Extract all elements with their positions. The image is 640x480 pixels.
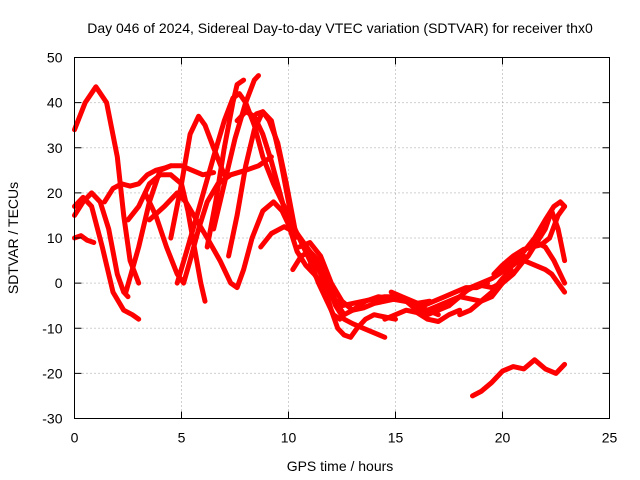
series-arc-11: [174, 91, 343, 322]
y-tick-label: 10: [47, 230, 63, 246]
y-tick-label: 40: [47, 95, 63, 111]
x-tick-label: 5: [178, 430, 186, 446]
series-arc-6: [123, 163, 217, 295]
x-tick-label: 25: [602, 430, 618, 446]
chart-title: Day 046 of 2024, Sidereal Day-to-day VTE…: [87, 20, 593, 36]
y-tick-label: 20: [47, 185, 63, 201]
y-tick-label: 30: [47, 140, 63, 156]
series-arc-22: [382, 307, 463, 324]
series-arc-33: [470, 357, 568, 399]
series-arc-17: [258, 224, 398, 340]
y-axis-label: SDTVAR / TECUs: [5, 182, 21, 294]
series-arc-10: [168, 113, 227, 241]
series-arc-30: [517, 240, 568, 286]
x-axis-label: GPS time / hours: [287, 458, 394, 474]
series-arc-4: [72, 233, 97, 245]
x-tick-label: 20: [495, 430, 511, 446]
series-arc-21: [328, 294, 452, 318]
series-arc-29: [500, 199, 568, 273]
y-tick-label: -10: [42, 320, 62, 336]
axis-ticks: -30 -20 -10 0 10 20 30 40 50 0 5 10 15 20 25: [42, 50, 617, 446]
grid: [74, 57, 610, 419]
series-arc-20: [307, 262, 388, 340]
x-tick-label: 0: [71, 430, 79, 446]
series-arc-3: [72, 190, 131, 300]
series-arc-16: [253, 109, 298, 232]
data-series: [72, 73, 568, 399]
series-arc-15: [234, 109, 324, 286]
series-arc-25: [446, 253, 527, 309]
series-arc-26: [457, 267, 514, 318]
series-arc-32: [534, 208, 568, 264]
series-arc-31: [521, 258, 568, 295]
series-arc-1: [72, 84, 142, 286]
series-arc-27: [461, 258, 527, 295]
x-tick-label: 15: [388, 430, 404, 446]
y-tick-label: 50: [47, 50, 63, 66]
y-tick-label: 0: [55, 275, 63, 291]
y-tick-label: -30: [42, 411, 62, 427]
x-tick-label: 10: [281, 430, 297, 446]
series-arc-12: [204, 77, 247, 250]
series-arc-24: [425, 280, 505, 313]
y-tick-label: -20: [42, 365, 62, 381]
